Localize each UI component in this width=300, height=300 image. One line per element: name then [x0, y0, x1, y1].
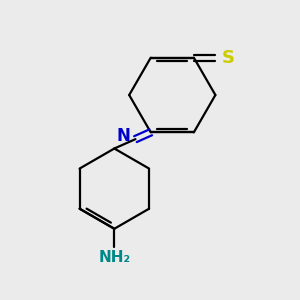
Text: S: S — [222, 49, 235, 67]
Text: NH₂: NH₂ — [98, 250, 130, 265]
Text: N: N — [117, 127, 130, 145]
